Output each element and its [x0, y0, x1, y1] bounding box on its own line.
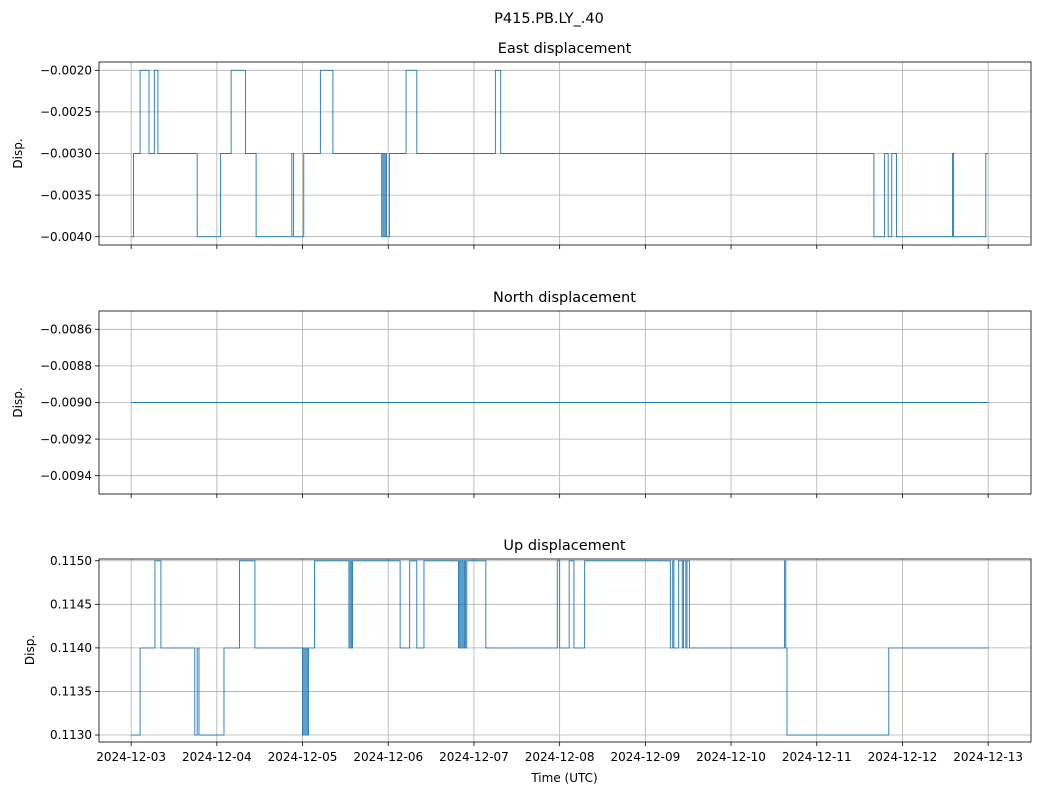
up-x-tick-label: 2024-12-05 — [268, 750, 338, 764]
up-y-tick-label: 0.1140 — [50, 641, 92, 655]
east-series-line — [131, 69, 989, 238]
up-x-tick-label: 2024-12-06 — [353, 750, 423, 764]
east-subplot: East displacement Disp. −0.0040 −0.0035 −0… — [11, 41, 1032, 249]
figure-title: P415.PB.LY_.40 — [494, 11, 604, 27]
up-subplot-title: Up displacement — [503, 538, 625, 554]
up-x-tick-label: 2024-12-12 — [868, 750, 938, 764]
up-x-tick-label: 2024-12-13 — [953, 750, 1023, 764]
east-y-tick-label: −0.0030 — [40, 147, 92, 161]
east-y-tick-label: −0.0035 — [40, 188, 92, 202]
east-subplot-title: East displacement — [498, 41, 632, 57]
up-series-line — [131, 560, 989, 736]
north-y-tick-label: −0.0094 — [40, 469, 92, 483]
up-y-tick-label: 0.1135 — [50, 685, 92, 699]
east-y-tick-label: −0.0025 — [40, 105, 92, 119]
up-x-tick-label: 2024-12-08 — [525, 750, 595, 764]
north-y-tick-label: −0.0090 — [40, 396, 92, 410]
up-y-tick-label: 0.1145 — [50, 598, 92, 612]
up-x-tick-label: 2024-12-07 — [439, 750, 509, 764]
up-x-tick-label: 2024-12-09 — [610, 750, 680, 764]
east-y-axis-label: Disp. — [11, 138, 25, 168]
east-y-tick-label: −0.0020 — [40, 64, 92, 78]
north-y-tick-label: −0.0092 — [40, 432, 92, 446]
up-x-tick-label: 2024-12-11 — [782, 750, 852, 764]
north-subplot-title: North displacement — [493, 290, 636, 306]
north-y-tick-label: −0.0088 — [40, 359, 92, 373]
north-y-axis-label: Disp. — [11, 387, 25, 417]
up-y-axis-label: Disp. — [23, 635, 37, 665]
up-x-tick-label: 2024-12-04 — [182, 750, 252, 764]
east-axes-frame — [98, 61, 1032, 246]
up-y-tick-label: 0.1130 — [50, 728, 92, 742]
up-subplot: Up displacement Disp. 2024-12-03 2024-12-… — [23, 538, 1032, 764]
x-axis-label: Time (UTC) — [530, 771, 597, 785]
up-x-tick-label: 2024-12-03 — [96, 750, 166, 764]
up-axes-frame — [98, 558, 1032, 743]
north-y-tick-label: −0.0086 — [40, 323, 92, 337]
north-axes-frame — [98, 310, 1032, 495]
up-x-tick-label: 2024-12-10 — [696, 750, 766, 764]
north-subplot: North displacement Disp. −0.0094 −0.0092 −… — [11, 290, 1032, 498]
east-y-tick-label: −0.0040 — [40, 230, 92, 244]
up-y-tick-label: 0.1150 — [50, 554, 92, 568]
